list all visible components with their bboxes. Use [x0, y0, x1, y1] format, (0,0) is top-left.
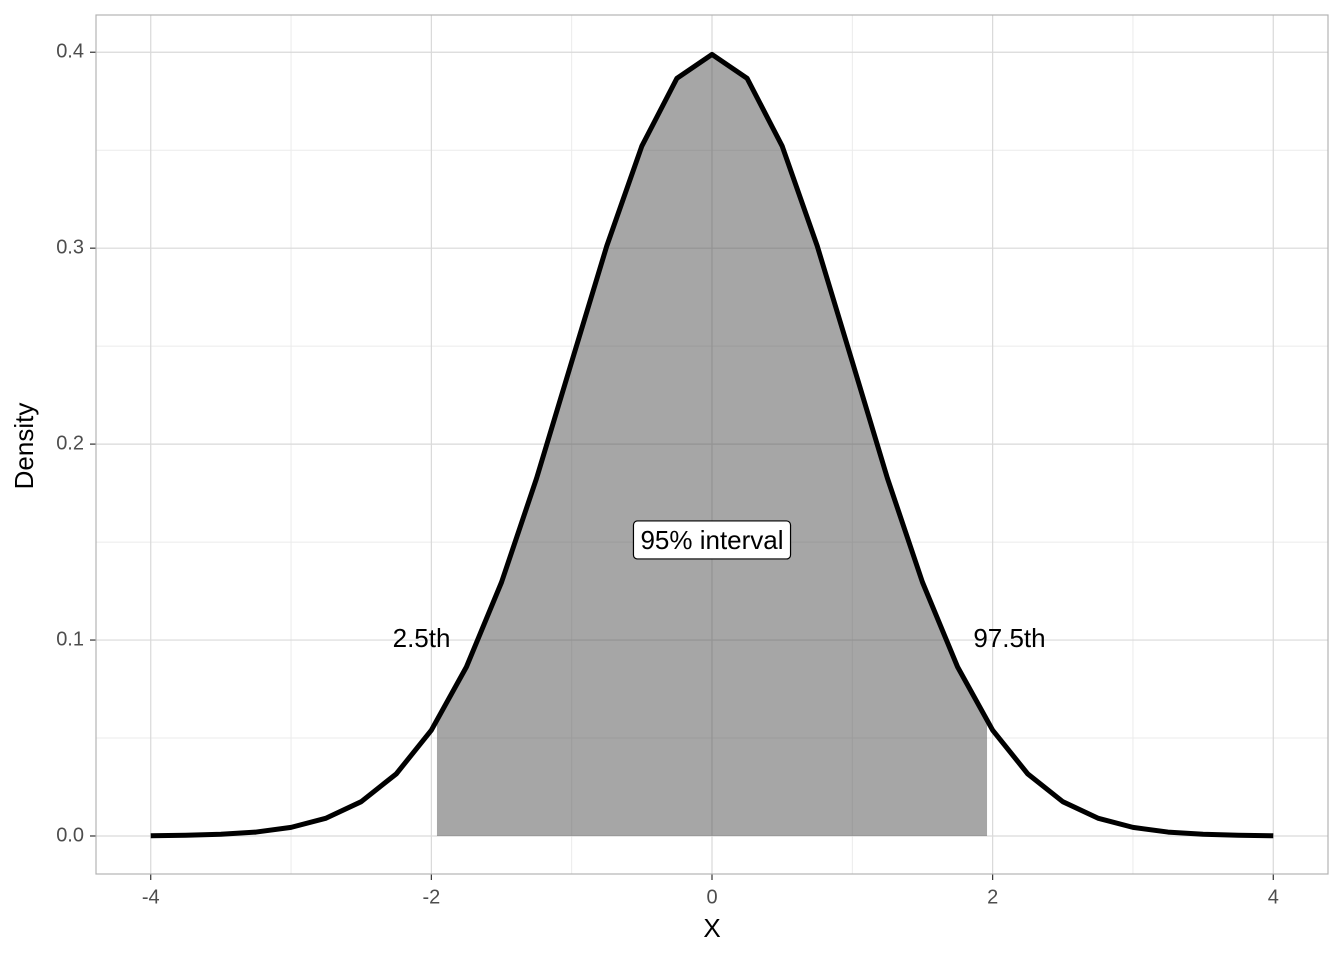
- annotation: 97.5th: [973, 623, 1045, 653]
- annotation: 95% interval: [640, 525, 783, 555]
- x-axis-title: X: [703, 913, 720, 943]
- annotation: 2.5th: [393, 623, 451, 653]
- x-tick-label: -2: [422, 886, 440, 908]
- y-tick-label: 0.4: [56, 41, 84, 63]
- density-line: [150, 51, 1274, 839]
- x-tick-label: 0: [706, 886, 717, 908]
- panel-border: [95, 14, 1329, 875]
- y-tick-label: 0.0: [56, 824, 84, 846]
- y-tick-label: 0.3: [56, 236, 84, 258]
- y-tick-label: 0.2: [56, 432, 84, 454]
- y-axis-title: Density: [9, 403, 39, 490]
- x-tick-label: -4: [142, 886, 160, 908]
- annotation-box: [632, 520, 792, 560]
- shaded-area: [436, 54, 988, 836]
- x-tick-label: 4: [1268, 886, 1279, 908]
- y-tick-label: 0.1: [56, 628, 84, 650]
- x-tick-label: 2: [987, 886, 998, 908]
